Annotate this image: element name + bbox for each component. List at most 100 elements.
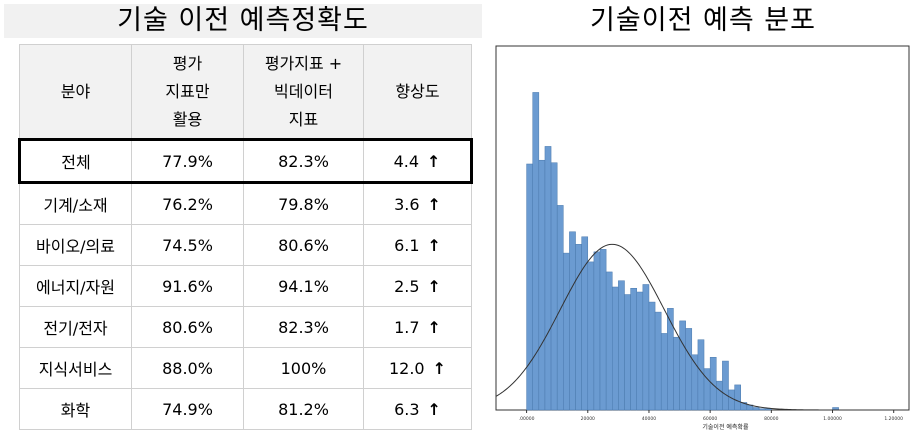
cell-indicator-only: 74.9% [131,388,244,430]
cell-with-bigdata: 82.3% [243,306,364,348]
histogram-bar [648,301,656,411]
cell-with-bigdata: 79.8% [243,182,364,225]
histogram-bar [532,92,540,411]
histogram-bar [569,231,576,411]
normal-curve [495,243,909,411]
histogram-bar [752,407,760,411]
table-row: 전체 77.9% 82.3% 4.4 ↑ [18,138,473,184]
histogram-bar [556,205,564,411]
x-tick-label: .00000 [519,416,535,422]
x-tick-label: 20000 [581,416,595,422]
histogram-bar [685,328,693,411]
column-header-line: 지표만 [165,81,210,101]
histogram-bar [618,280,625,411]
cell-with-bigdata: 94.1% [243,265,364,307]
cell-indicator-only: 80.6% [131,306,244,348]
histogram-bar [709,357,717,411]
histogram-bar [587,261,595,411]
x-tick-label: 60000 [703,416,717,422]
histogram-bar [734,384,741,411]
cell-improvement: 3.6 ↑ [363,182,472,225]
table-row: 바이오/의료 74.5% 80.6% 6.1 ↑ [19,224,472,266]
table-body: 전체 77.9% 82.3% 4.4 ↑ 기계/소재 76.2% 79.8% 3.6 ↑ 바이오/의… [18,138,473,430]
up-arrow-icon: ↑ [427,151,441,171]
histogram-bar [679,320,686,411]
histogram-bar [722,360,729,411]
histogram-bar [642,284,650,411]
cell-improvement: 2.5 ↑ [363,265,472,307]
x-tick-label: 80000 [764,416,778,422]
cell-field: 전기/전자 [19,306,132,348]
improvement-value: 3.6 [394,194,420,214]
cell-improvement: 6.3 ↑ [363,388,472,430]
column-header-line: 활용 [172,109,203,129]
improvement-value: 6.1 [394,235,420,255]
column-header-2: 평가지표 + 빅데이터 지표 [243,44,364,140]
histogram-bar [575,244,582,411]
table-header-row: 분야 평가 지표만 활용 평가지표 + 빅데이터 지표 향상도 [19,44,472,140]
cell-improvement: 6.1 ↑ [363,224,472,266]
table-row: 에너지/자원 91.6% 94.1% 2.5 ↑ [19,265,472,307]
histogram-bar [728,389,735,411]
histogram-bar [612,286,619,411]
cell-field: 기계/소재 [19,182,132,225]
histogram-bar [544,146,552,411]
histogram-bar [593,251,601,411]
histogram-bar [630,287,637,411]
column-header-line: 분야 [60,81,91,101]
table-row: 지식서비스 88.0% 100% 12.0 ↑ [19,347,472,389]
chart-title: 기술이전 예측 분포 [490,4,916,38]
improvement-value: 2.5 [394,276,420,296]
table-row: 기계/소재 76.2% 79.8% 3.6 ↑ [19,182,472,225]
histogram-bar [697,339,705,411]
cell-indicator-only: 88.0% [131,347,244,389]
histogram-bar [563,252,570,411]
histogram-bar [624,294,631,411]
histogram-bar [550,162,558,411]
table-title: 기술 이전 예측정확도 [4,4,482,38]
cell-indicator-only: 91.6% [131,265,244,307]
cell-with-bigdata: 100% [243,347,364,389]
cell-improvement: 1.7 ↑ [363,306,472,348]
cell-indicator-only: 76.2% [131,182,244,225]
histogram-bar [673,336,680,411]
up-arrow-icon: ↑ [427,235,441,255]
x-tick-label: 1.00000 [823,416,842,422]
improvement-value: 1.7 [394,317,420,337]
cell-field: 전체 [18,138,132,184]
histogram-bar [538,159,546,411]
improvement-value: 4.4 [393,151,420,171]
x-axis-label: 기술이전 예측확률 [702,423,749,431]
histogram-bar [716,380,723,411]
cell-with-bigdata: 81.2% [243,388,364,430]
up-arrow-icon: ↑ [427,194,441,214]
x-tick-label: 40000 [642,416,656,422]
accuracy-table: 분야 평가 지표만 활용 평가지표 + 빅데이터 지표 향상도 전체 77.9% 82.3% 4.4… [18,44,473,430]
histogram-bar [605,271,613,411]
cell-with-bigdata: 80.6% [243,224,364,266]
improvement-value: 6.3 [394,399,420,419]
histogram-bar [526,163,533,411]
up-arrow-icon: ↑ [427,399,441,419]
cell-field: 바이오/의료 [19,224,132,266]
histogram-bar [703,368,711,411]
histogram-bar [654,311,662,411]
column-header-line: 향상도 [395,81,440,101]
cell-indicator-only: 74.5% [131,224,244,266]
up-arrow-icon: ↑ [427,276,441,296]
improvement-value: 12.0 [388,358,425,378]
histogram-bar [660,333,668,411]
column-header-line: 평가 [172,53,203,73]
table-row: 화학 74.9% 81.2% 6.3 ↑ [19,388,472,430]
table-row: 전기/전자 80.6% 82.3% 1.7 ↑ [19,306,472,348]
column-header-3: 향상도 [363,44,472,140]
column-header-line: 지표 [288,109,319,129]
histogram-bar [758,408,766,411]
cell-improvement: 4.4 ↑ [363,138,473,184]
cell-indicator-only: 77.9% [131,138,244,184]
cell-with-bigdata: 82.3% [243,138,364,184]
cell-field: 화학 [19,388,132,430]
distribution-histogram: .00000 20000 40000 60000 80000 1.00000 1.20000… [495,45,910,431]
x-tick-label: 1.20000 [884,416,903,422]
